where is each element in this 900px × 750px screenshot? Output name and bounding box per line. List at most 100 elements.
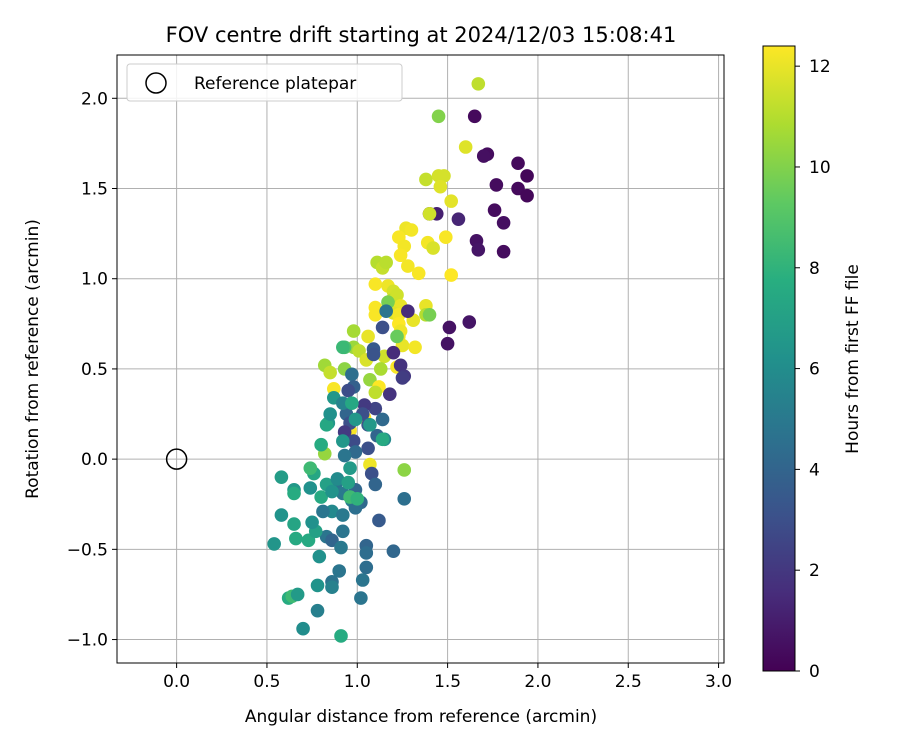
data-point bbox=[511, 156, 525, 171]
data-point bbox=[325, 484, 339, 499]
data-point bbox=[368, 401, 383, 416]
data-point bbox=[496, 244, 511, 259]
colorbar-tick-label: 12 bbox=[809, 57, 831, 77]
colorbar-frame bbox=[762, 45, 796, 672]
data-point bbox=[471, 243, 486, 257]
scatter-points bbox=[267, 77, 534, 643]
colorbar: 0 2 4 6 8 10 12 Hours from first FF file bbox=[762, 45, 863, 682]
data-point bbox=[419, 172, 433, 187]
data-point bbox=[325, 533, 339, 548]
data-point bbox=[323, 365, 337, 380]
data-point bbox=[336, 340, 350, 355]
data-point bbox=[368, 385, 383, 400]
y-tick-label: 0.5 bbox=[81, 360, 108, 380]
x-tick-label: 2.0 bbox=[524, 672, 551, 692]
data-point bbox=[368, 477, 383, 492]
reference-platepar-marker bbox=[165, 448, 188, 470]
data-point bbox=[274, 470, 289, 484]
data-point bbox=[305, 515, 319, 530]
colorbar-gradient bbox=[763, 46, 795, 671]
data-point bbox=[336, 434, 350, 448]
legend: Reference platepar bbox=[126, 63, 403, 102]
x-tick-label: 3.0 bbox=[705, 672, 732, 692]
data-point bbox=[458, 140, 473, 154]
data-point bbox=[467, 109, 482, 124]
data-point bbox=[489, 178, 504, 192]
data-point bbox=[451, 212, 466, 226]
data-point bbox=[375, 432, 390, 447]
data-point bbox=[330, 472, 345, 486]
legend-box bbox=[126, 63, 403, 102]
data-point bbox=[373, 362, 388, 376]
data-point bbox=[345, 367, 359, 382]
data-point bbox=[404, 223, 419, 237]
data-point bbox=[395, 371, 410, 385]
data-point bbox=[359, 546, 374, 560]
data-point bbox=[397, 463, 412, 477]
data-point bbox=[334, 540, 348, 555]
data-point bbox=[386, 544, 401, 558]
data-point bbox=[520, 169, 534, 183]
data-point bbox=[287, 517, 301, 531]
data-point bbox=[312, 549, 327, 564]
data-point bbox=[354, 591, 368, 605]
data-point bbox=[341, 383, 356, 398]
data-point bbox=[336, 508, 350, 522]
data-point bbox=[343, 461, 357, 475]
y-tick-label: 0.0 bbox=[81, 450, 108, 470]
data-point bbox=[511, 181, 525, 196]
data-point bbox=[393, 358, 408, 373]
data-point bbox=[346, 434, 361, 448]
data-point bbox=[355, 573, 370, 587]
chart-title: FOV centre drift starting at 2024/12/03 … bbox=[166, 23, 677, 47]
data-point bbox=[368, 307, 383, 322]
y-tick-label: −0.5 bbox=[67, 540, 108, 560]
data-point bbox=[375, 320, 390, 335]
data-point bbox=[442, 320, 457, 335]
data-point bbox=[386, 345, 401, 360]
data-point bbox=[401, 304, 415, 318]
data-point bbox=[462, 315, 477, 329]
data-point bbox=[319, 418, 334, 432]
data-point bbox=[310, 603, 325, 618]
data-point bbox=[382, 387, 397, 401]
data-point bbox=[350, 492, 365, 506]
data-point bbox=[375, 412, 390, 427]
data-point bbox=[332, 564, 347, 578]
data-point bbox=[363, 372, 377, 387]
data-point bbox=[346, 324, 361, 338]
data-point bbox=[393, 248, 408, 263]
data-point bbox=[341, 475, 356, 490]
y-tick-label: −1.0 bbox=[67, 631, 108, 651]
data-point bbox=[366, 347, 381, 362]
data-point bbox=[401, 259, 415, 273]
legend-marker-icon bbox=[145, 72, 167, 94]
y-axis-label: Rotation from reference (arcmin) bbox=[23, 219, 43, 499]
data-point bbox=[444, 194, 459, 208]
data-point bbox=[422, 206, 437, 221]
data-point bbox=[314, 490, 328, 504]
x-axis-ticks: 0.0 0.5 1.0 1.5 2.0 2.5 3.0 bbox=[163, 663, 732, 692]
data-point bbox=[289, 531, 303, 546]
data-point bbox=[390, 329, 404, 344]
data-point bbox=[372, 513, 386, 528]
colorbar-tick-label: 10 bbox=[809, 158, 831, 178]
data-point bbox=[438, 230, 453, 245]
data-point bbox=[303, 481, 318, 495]
data-point bbox=[310, 578, 325, 593]
data-point bbox=[316, 504, 330, 519]
data-point bbox=[314, 437, 328, 452]
x-tick-label: 1.5 bbox=[434, 672, 461, 692]
colorbar-label: Hours from first FF file bbox=[843, 264, 863, 454]
y-tick-label: 1.0 bbox=[81, 270, 108, 290]
colorbar-tick-label: 6 bbox=[809, 360, 820, 380]
data-point bbox=[296, 621, 310, 636]
data-point bbox=[422, 307, 437, 322]
data-point bbox=[397, 492, 412, 506]
y-tick-label: 2.0 bbox=[81, 89, 108, 109]
y-tick-label: 1.5 bbox=[81, 180, 108, 200]
data-point bbox=[359, 560, 374, 575]
data-point bbox=[368, 277, 383, 291]
data-point bbox=[348, 412, 363, 427]
